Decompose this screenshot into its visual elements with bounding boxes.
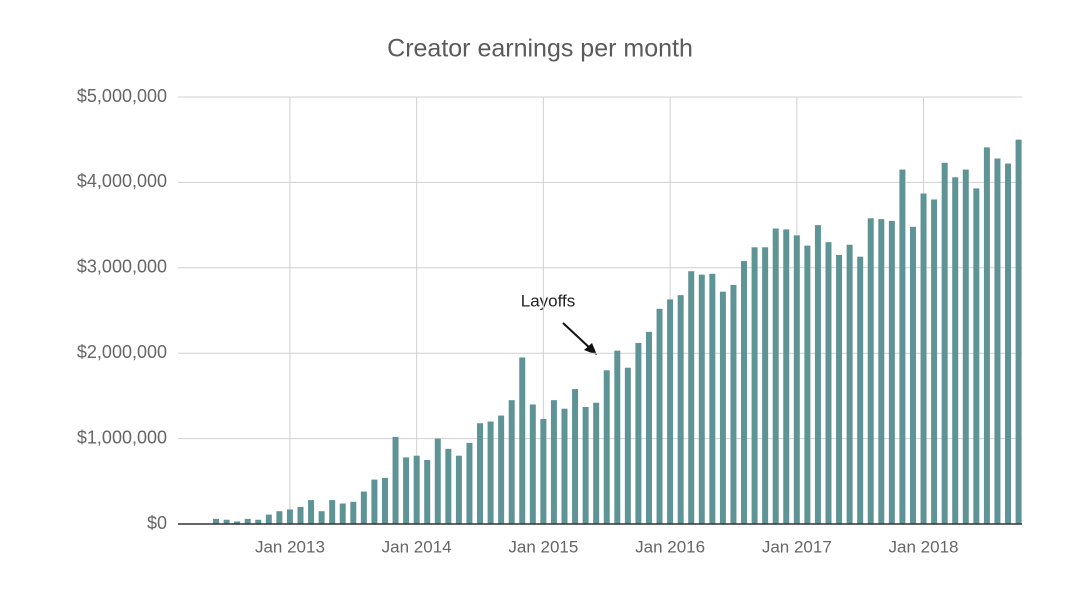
bar	[677, 295, 684, 524]
bar	[667, 299, 674, 524]
bar	[688, 271, 695, 524]
bar	[455, 455, 462, 524]
bar	[952, 177, 959, 524]
bar	[931, 199, 938, 525]
bar	[265, 514, 272, 524]
bar	[360, 491, 367, 524]
bar	[213, 518, 220, 524]
bar	[941, 162, 948, 524]
bar	[645, 331, 652, 524]
bar	[561, 408, 568, 524]
bar	[498, 415, 505, 524]
bar	[709, 273, 716, 524]
bar	[424, 459, 431, 524]
y-tick-label: $2,000,000	[77, 342, 167, 362]
x-tick-label: Jan 2018	[889, 537, 959, 556]
chart-title: Creator earnings per month	[387, 35, 693, 63]
bar	[392, 436, 399, 524]
bar	[540, 418, 547, 524]
bar	[223, 519, 230, 524]
bar	[276, 511, 283, 524]
bar	[529, 404, 536, 524]
annotation: Layoffs	[521, 291, 576, 310]
bar	[730, 284, 737, 524]
annotation-arrowhead	[584, 343, 597, 355]
x-tick-label: Jan 2016	[635, 537, 705, 556]
bar	[804, 245, 811, 524]
bar	[308, 500, 315, 524]
bar	[994, 158, 1001, 524]
bar	[793, 235, 800, 524]
bar	[899, 169, 906, 524]
y-tick-label: $5,000,000	[77, 86, 167, 106]
bar	[350, 501, 357, 524]
bar	[550, 400, 557, 524]
bar	[413, 455, 420, 524]
y-tick-label: $1,000,000	[77, 427, 167, 447]
bar	[751, 247, 758, 524]
bar	[867, 218, 874, 524]
y-tick-label: $0	[147, 513, 167, 533]
bar	[466, 442, 473, 524]
bar	[403, 457, 410, 524]
bar	[825, 242, 832, 524]
bar	[836, 254, 843, 525]
bar	[434, 438, 441, 524]
bar	[255, 519, 262, 524]
bar	[1015, 139, 1022, 524]
bar	[329, 500, 336, 524]
bar	[614, 350, 621, 524]
bar	[973, 188, 980, 525]
bar	[741, 260, 748, 524]
bar	[783, 229, 790, 524]
annotation-arrow	[562, 322, 593, 351]
bar	[297, 506, 304, 524]
bar	[1005, 163, 1012, 524]
x-tick-label: Jan 2015	[508, 537, 578, 556]
bar	[582, 407, 589, 524]
bar	[719, 291, 726, 524]
bar	[244, 518, 251, 524]
bar	[878, 219, 885, 524]
bar	[519, 357, 526, 524]
bar	[814, 225, 821, 524]
bar	[286, 509, 293, 524]
bar	[381, 477, 388, 524]
bar	[635, 342, 642, 524]
bar	[762, 247, 769, 524]
bar	[698, 274, 705, 524]
bar	[846, 244, 853, 524]
x-tick-label: Jan 2013	[255, 537, 325, 556]
bar	[603, 370, 610, 524]
x-tick-label: Jan 2017	[762, 537, 832, 556]
bar	[772, 228, 779, 525]
bar	[487, 421, 494, 524]
bar	[371, 479, 378, 524]
bar	[508, 400, 515, 524]
bar	[593, 402, 600, 524]
bar	[339, 503, 346, 524]
bar	[318, 511, 325, 524]
bar	[477, 423, 484, 524]
bar	[857, 256, 864, 524]
y-tick-label: $4,000,000	[77, 171, 167, 191]
bar	[572, 389, 579, 524]
bar	[888, 220, 895, 524]
bar	[909, 226, 916, 525]
bar	[445, 448, 452, 524]
bar	[983, 147, 990, 525]
y-tick-label: $3,000,000	[77, 257, 167, 277]
bar	[962, 169, 969, 524]
bar	[624, 367, 631, 524]
bar	[920, 193, 927, 524]
bar	[656, 308, 663, 524]
bar	[234, 521, 241, 524]
x-tick-label: Jan 2014	[382, 537, 452, 556]
